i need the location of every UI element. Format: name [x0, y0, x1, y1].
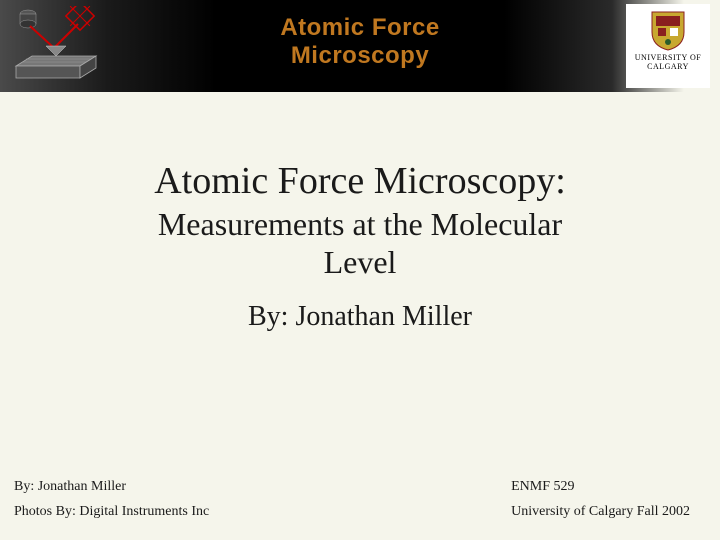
header-title: Atomic Force Microscopy	[0, 14, 720, 69]
header-banner: Atomic Force Microscopy UNIVERSITY OF CA…	[0, 0, 720, 92]
author-line: By: Jonathan Miller	[0, 301, 720, 333]
subtitle-line2: Level	[0, 244, 720, 281]
footer-left-line1: By: Jonathan Miller	[14, 474, 209, 499]
crest-icon	[646, 8, 690, 52]
university-logo: UNIVERSITY OF CALGARY	[626, 4, 710, 88]
footer-right: ENMF 529 University of Calgary Fall 2002	[511, 474, 690, 524]
main-title: Atomic Force Microscopy:	[0, 160, 720, 204]
header-title-line2: Microscopy	[0, 42, 720, 70]
footer-right-line1: ENMF 529	[511, 474, 690, 499]
logo-text: UNIVERSITY OF CALGARY	[635, 54, 701, 72]
footer-left: By: Jonathan Miller Photos By: Digital I…	[14, 474, 209, 524]
subtitle-line1: Measurements at the Molecular	[0, 206, 720, 243]
footer-right-line2: University of Calgary Fall 2002	[511, 499, 690, 524]
logo-text-line2: CALGARY	[635, 63, 701, 72]
footer-left-line2: Photos By: Digital Instruments Inc	[14, 499, 209, 524]
header-title-line1: Atomic Force	[0, 14, 720, 42]
slide-content: Atomic Force Microscopy: Measurements at…	[0, 160, 720, 333]
